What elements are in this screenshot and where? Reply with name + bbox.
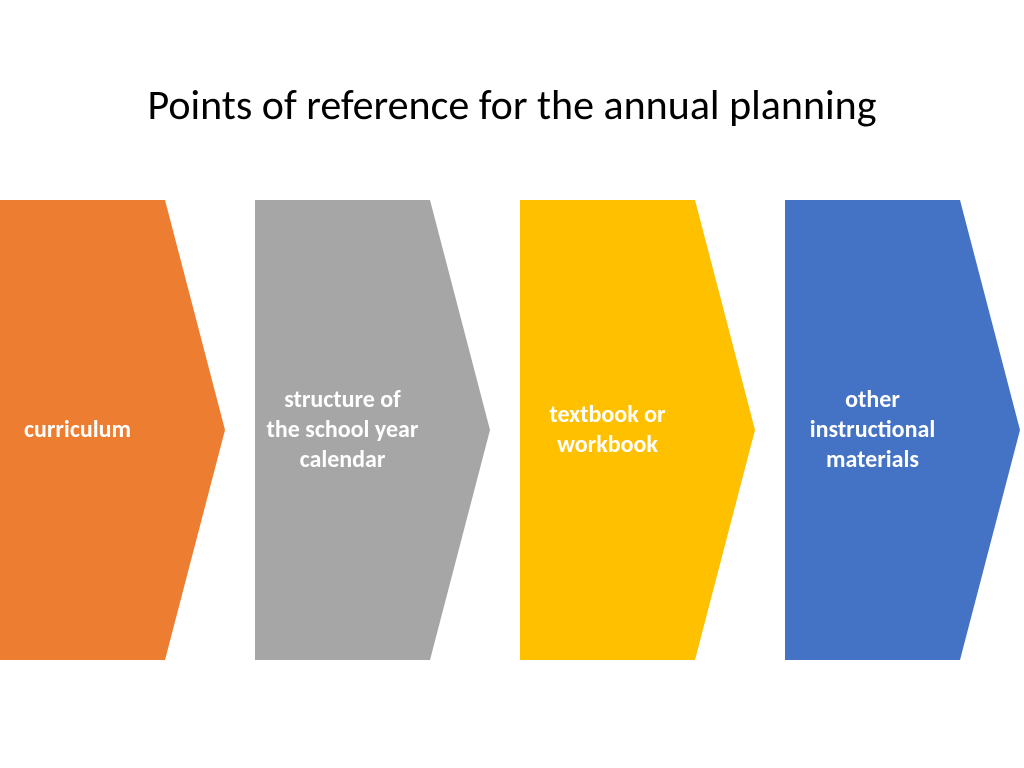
chevron-row: curriculumstructure of the school year c… — [0, 200, 1024, 660]
chevron-label: curriculum — [0, 200, 225, 660]
chevron-3: textbook or workbook — [520, 200, 755, 660]
chevron-label: textbook or workbook — [520, 200, 755, 660]
chevron-1: curriculum — [0, 200, 225, 660]
chevron-label: structure of the school year calendar — [255, 200, 490, 660]
chevron-4: other instructional materials — [785, 200, 1020, 660]
chevron-label: other instructional materials — [785, 200, 1020, 660]
chevron-2: structure of the school year calendar — [255, 200, 490, 660]
slide-title: Points of reference for the annual plann… — [0, 80, 1024, 131]
slide: Points of reference for the annual plann… — [0, 0, 1024, 768]
